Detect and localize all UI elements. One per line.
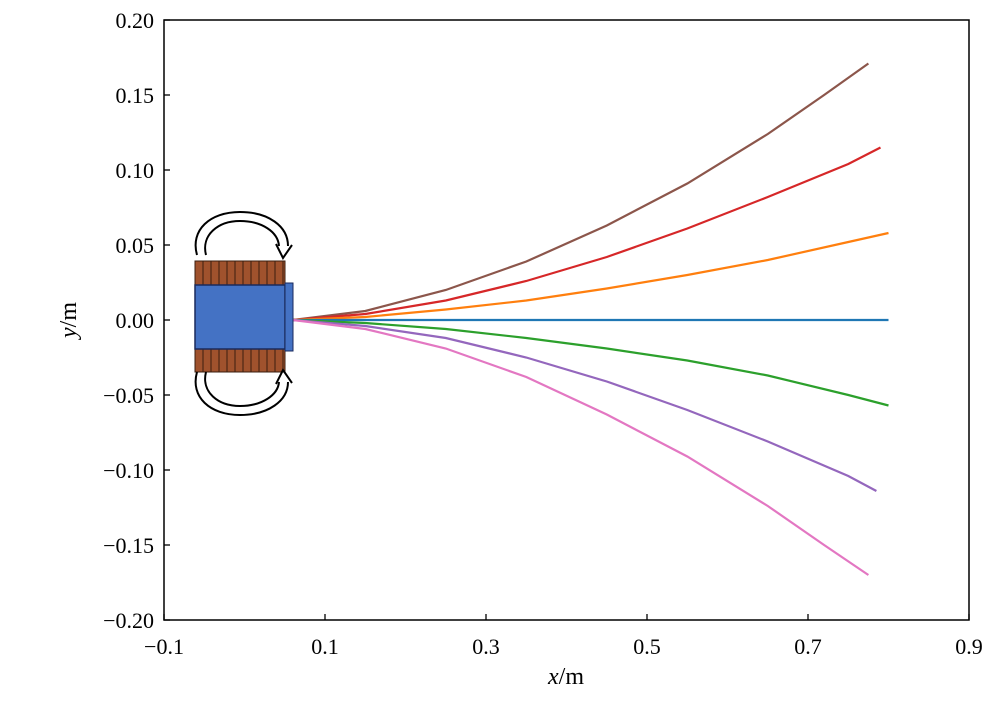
circular-arrow-bottom-icon (194, 368, 293, 417)
x-tick-label: 0.7 (794, 634, 822, 659)
y-tick-label: 0.00 (116, 308, 155, 333)
magnet-core (194, 284, 286, 350)
y-tick-label: −0.05 (103, 383, 154, 408)
top-coil-winding (194, 260, 286, 286)
y-tick-label: 0.05 (116, 233, 155, 258)
y-tick-label: 0.15 (116, 83, 155, 108)
x-tick-label: 0.9 (955, 634, 983, 659)
x-tick-label: 0.5 (633, 634, 661, 659)
coil-body (194, 348, 286, 373)
y-tick-label: 0.20 (116, 8, 155, 33)
y-tick-label: 0.10 (116, 158, 155, 183)
solenoid-illustration (194, 210, 294, 417)
x-axis-unit: /m (559, 664, 585, 690)
x-tick-label: −0.1 (144, 634, 184, 659)
plot-area (292, 62, 889, 576)
y-tick-label: −0.20 (103, 608, 154, 633)
x-tick-label: 0.3 (472, 634, 500, 659)
series-line-6 (292, 318, 877, 492)
y-axis-variable: y (56, 327, 82, 340)
x-axis-variable: x (547, 664, 559, 690)
core-tip (284, 282, 294, 352)
bottom-coil-winding (194, 348, 286, 373)
axis-ticks: −0.1 0.1 0.3 0.5 0.7 0.9 −0.20 −0.15 −0.10 −0.05 0… (103, 8, 983, 659)
series-line-2 (292, 146, 882, 322)
circular-arrow-top-icon (194, 210, 293, 260)
y-tick-label: −0.15 (103, 533, 154, 558)
x-axis-label: x/m (547, 664, 584, 690)
y-axis-label: y/m (56, 302, 82, 340)
series-line-5 (292, 318, 889, 407)
series-line-7 (292, 318, 870, 576)
series-line-1 (292, 62, 870, 322)
x-tick-label: 0.1 (311, 634, 339, 659)
coil-body (194, 260, 286, 286)
y-axis-unit: /m (56, 302, 82, 328)
y-tick-label: −0.10 (103, 458, 154, 483)
series-line-3 (292, 231, 889, 322)
